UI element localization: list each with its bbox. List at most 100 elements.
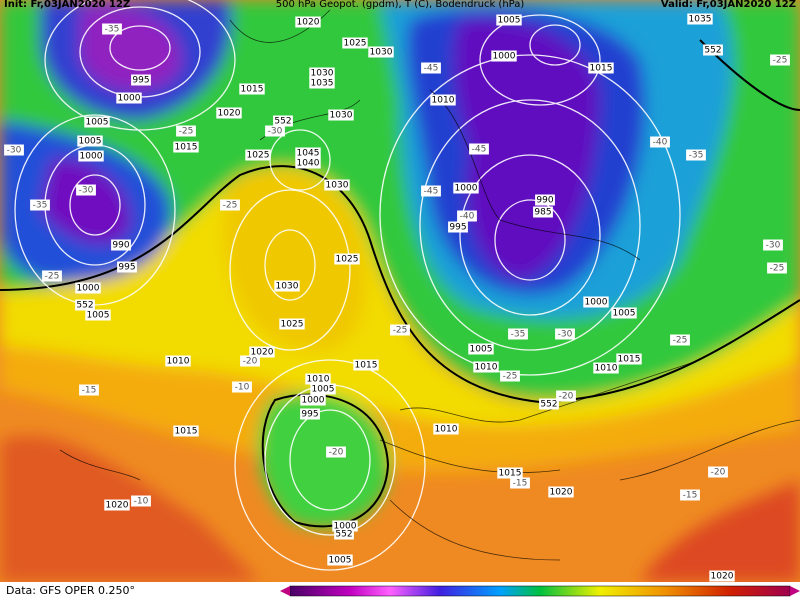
temperature-label: -30 [7,146,22,156]
temperature-label-box [421,185,441,197]
isobar-label: 1005 [86,118,109,128]
isobar-label-box [295,157,321,169]
isobar-label: 1020 [550,488,573,498]
isobar-label-box [453,182,479,194]
temperature-label-box [79,384,99,396]
temperature-label-box [670,334,690,346]
isobars [14,0,681,571]
isobar-label: 1000 [80,152,103,162]
isobar-label: 1015 [618,355,641,365]
temperature-label: -15 [82,386,97,396]
isobar-label: 1010 [167,357,190,367]
footer-source: Data: GFS OPER 0.250° [6,584,135,597]
temperature-label: -10 [134,497,149,507]
temperature-label-box [240,355,260,367]
temperature-label-box [650,136,670,148]
temperature-label: -25 [393,326,408,336]
isobar-label-box [548,486,574,498]
temperature-field [0,0,800,582]
temperature-label-box [770,54,790,66]
isobar-label-box [131,74,151,86]
isobar-label-box [75,282,101,294]
isobar-label: 1010 [307,375,330,385]
isobar-label: 1000 [585,298,608,308]
temperature-label-box [131,495,151,507]
isobar-label-box [245,149,271,161]
isobar-label: 990 [112,241,129,251]
isobar-label-box [309,67,335,79]
isobar-label: 1020 [711,572,734,582]
isobar-label: 1015 [499,469,522,479]
header-center: 500 hPa Geopot. (gpdm), T (C), Bodendruc… [276,0,525,10]
temperature-label: -25 [673,336,688,346]
temperature-label: -35 [105,25,120,35]
isobar-label-box [491,50,517,62]
coastlines [59,9,800,561]
isobar-label-box [616,353,642,365]
temperature-label: -30 [268,127,283,137]
isobar-label-box [295,16,321,28]
color-bar [289,585,791,597]
isobar-label-box [116,92,142,104]
temperature-label: -35 [689,151,704,161]
isobar-label: 1005 [498,16,521,26]
isobar-label-box [279,318,305,330]
temperature-label-box [686,149,706,161]
isobar-label-box [295,147,321,159]
isobar-label-box [473,361,499,373]
temperature-label-box [421,62,441,74]
isobar-label: 1025 [247,151,270,161]
isobar-label: 1020 [218,109,241,119]
isobar-label: 1005 [312,385,335,395]
isobar-label-box [300,394,326,406]
isobar-label-box [239,83,265,95]
temperature-label: -20 [329,448,344,458]
isobar-label: 1000 [302,396,325,406]
isobar-label-box [588,62,614,74]
temperature-label: -30 [558,330,573,340]
isobar-label-box [249,346,275,358]
isobar-label-box [533,206,553,218]
isobar-label-box [430,94,456,106]
geopotential-label: 552 [704,46,721,56]
temperature-label-box [556,390,576,402]
geopotential-label: 552 [76,301,93,311]
temperature-label-box [232,381,252,393]
isobar-label: 1005 [329,556,352,566]
temperature-label: -20 [711,468,726,478]
temperature-label: -45 [424,64,439,74]
isobar-label: 1005 [79,137,102,147]
temperature-label: -10 [235,383,250,393]
isobar-label-box [448,221,468,233]
isobar-label-box [327,554,353,566]
geopotential-label-box [703,44,723,56]
temperature-label-box [555,328,575,340]
temperature-label-box [508,328,528,340]
isobar-label: 1000 [118,94,141,104]
isobar-label: 1015 [175,143,198,153]
temperature-label: -30 [79,186,94,196]
isobar-label-box [687,13,713,25]
isobar-label: 1020 [297,18,320,28]
geopotential-label-box [75,299,95,311]
isobar-label: 995 [301,410,318,420]
isobar-label: 1000 [77,284,100,294]
isobar-label: 1010 [435,425,458,435]
isobar-label-box [78,150,104,162]
isobar-label: 1025 [336,255,359,265]
temperature-label: -20 [243,357,258,367]
geopotential-label-box [539,398,559,410]
temperature-label-box [390,324,410,336]
isobar-label: 1005 [613,309,636,319]
isobar-label: 1015 [590,64,613,74]
temperature-label-box [42,270,62,282]
temperature-label-box [220,199,240,211]
isobar-label: 1040 [297,159,320,169]
isobar-label: 1045 [297,149,320,159]
isobar-label-box [611,307,637,319]
isobar-label: 1010 [475,363,498,373]
isobar-label-box [324,179,350,191]
isobar-label: 1010 [432,96,455,106]
temperature-label: -15 [513,479,528,489]
